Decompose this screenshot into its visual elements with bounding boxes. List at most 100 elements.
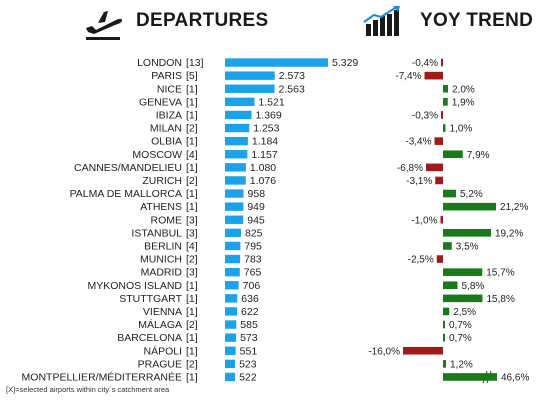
yoy-bar: [403, 346, 443, 355]
yoy-value-label: -0,3%: [412, 110, 438, 121]
departures-bar: [225, 176, 246, 185]
departures-value-label: 622: [241, 306, 259, 318]
airport-count-label: [2]: [186, 254, 198, 266]
departures-bar: [225, 71, 275, 80]
yoy-bar: [434, 137, 443, 145]
departures-bar: [225, 294, 238, 303]
trend-chart-icon: [362, 6, 406, 43]
departures-value-label: 795: [244, 240, 262, 252]
yoy-bar: [443, 320, 445, 329]
yoy-bar: [443, 229, 491, 237]
yoy-bar: [441, 111, 443, 119]
airplane-takeoff-icon: [82, 6, 124, 47]
city-label: IBIZA: [156, 109, 182, 121]
airport-count-label: [1]: [186, 201, 198, 213]
airport-count-label: [2]: [186, 358, 198, 370]
airport-count-label: [3]: [186, 267, 198, 279]
airport-count-label: [1]: [186, 109, 198, 121]
yoy-value-label: 7,9%: [467, 150, 490, 161]
yoy-trend-title: YOY TREND: [420, 10, 534, 31]
city-label: BERLIN: [144, 240, 182, 252]
departures-bar: [225, 97, 255, 107]
departures-value-label: 783: [244, 254, 262, 266]
yoy-bar: [443, 189, 456, 198]
departures-bar: [225, 58, 328, 67]
departures-value-label: 1.076: [250, 175, 276, 187]
city-label: MUNICH: [140, 254, 182, 266]
city-label: PARIS: [151, 70, 182, 82]
airport-count-label: [13]: [186, 57, 204, 69]
axis-break-mark: [482, 370, 488, 384]
city-label: NÁPOLI: [143, 344, 182, 357]
departures-bar: [225, 136, 248, 146]
departures-value-label: 1.521: [258, 96, 284, 108]
departures-value-label: 1.253: [253, 123, 279, 135]
departures-value-label: 949: [247, 201, 265, 213]
yoy-bar: [435, 176, 443, 185]
yoy-bar: [443, 281, 458, 290]
departures-bar: [225, 150, 248, 159]
airport-count-label: [1]: [186, 345, 198, 357]
city-label: BARCELONA: [117, 332, 182, 344]
departures-value-label: 1.157: [251, 149, 277, 161]
airport-count-label: [1]: [186, 83, 198, 95]
departures-bar: [225, 241, 241, 251]
airport-count-label: [1]: [186, 136, 198, 148]
departures-value-label: 636: [241, 293, 259, 305]
city-label: GENEVA: [139, 96, 182, 108]
airport-count-label: [1]: [186, 332, 198, 344]
departures-bar: [225, 267, 240, 277]
yoy-value-label: 1,2%: [450, 359, 473, 370]
departures-value-label: 1.369: [255, 109, 281, 121]
city-label: LONDON: [137, 57, 182, 69]
city-label: NICE: [157, 83, 182, 95]
city-label: PALMA DE MALLORCA: [70, 188, 182, 200]
yoy-value-label: 0,7%: [449, 333, 472, 344]
yoy-value-label: 2,5%: [453, 307, 476, 318]
yoy-bar: [443, 202, 496, 211]
yoy-bar: [443, 84, 448, 93]
departures-bar: [225, 320, 237, 329]
departures-value-label: 522: [239, 371, 257, 383]
yoy-value-label: -16,0%: [368, 346, 400, 357]
airport-count-label: [2]: [186, 319, 198, 331]
departures-value-label: 2.573: [279, 70, 305, 82]
city-label: VIENNA: [143, 306, 182, 318]
city-label: MILAN: [150, 123, 182, 135]
departures-bar: [225, 333, 237, 342]
departures-value-label: 958: [248, 188, 266, 200]
departures-value-label: 5.329: [332, 57, 358, 69]
axis-break-mark: [486, 370, 492, 384]
departures-value-label: 551: [240, 345, 258, 357]
departures-value-label: 2.563: [279, 83, 305, 95]
airport-count-label: [2]: [186, 175, 198, 187]
airport-count-label: [3]: [186, 214, 198, 226]
departures-bar: [225, 202, 244, 211]
city-label: PRAGUE: [138, 358, 182, 370]
yoy-value-label: -0,4%: [412, 58, 438, 69]
departures-value-label: 523: [239, 358, 257, 370]
airport-count-label: [3]: [186, 227, 198, 239]
airport-count-label: [1]: [186, 306, 198, 318]
yoy-value-label: 15,7%: [486, 268, 514, 279]
yoy-bar: [443, 150, 463, 159]
city-label: MONTPELLIER/MÉDITERRANÉE: [22, 370, 182, 383]
departures-bar: [225, 281, 239, 290]
departures-value-label: 1.080: [250, 162, 276, 174]
yoy-bar: [443, 373, 497, 381]
departures-title: DEPARTURES: [136, 10, 269, 31]
yoy-bar: [440, 215, 443, 224]
departures-value-label: 585: [240, 319, 258, 331]
yoy-bar: [426, 163, 443, 172]
departures-bar: [225, 346, 236, 355]
departures-bar: [225, 228, 241, 238]
yoy-bar: [436, 255, 443, 263]
airport-count-label: [1]: [186, 96, 198, 108]
yoy-value-label: 5,8%: [462, 281, 485, 292]
airport-count-label: [4]: [186, 149, 198, 161]
footnote: [X]=selected airports within city´s catc…: [6, 385, 170, 394]
city-label: MÁLAGA: [138, 318, 182, 331]
airport-count-label: [1]: [186, 280, 198, 292]
yoy-bar: [443, 360, 446, 368]
city-label: ATHENS: [140, 201, 182, 213]
